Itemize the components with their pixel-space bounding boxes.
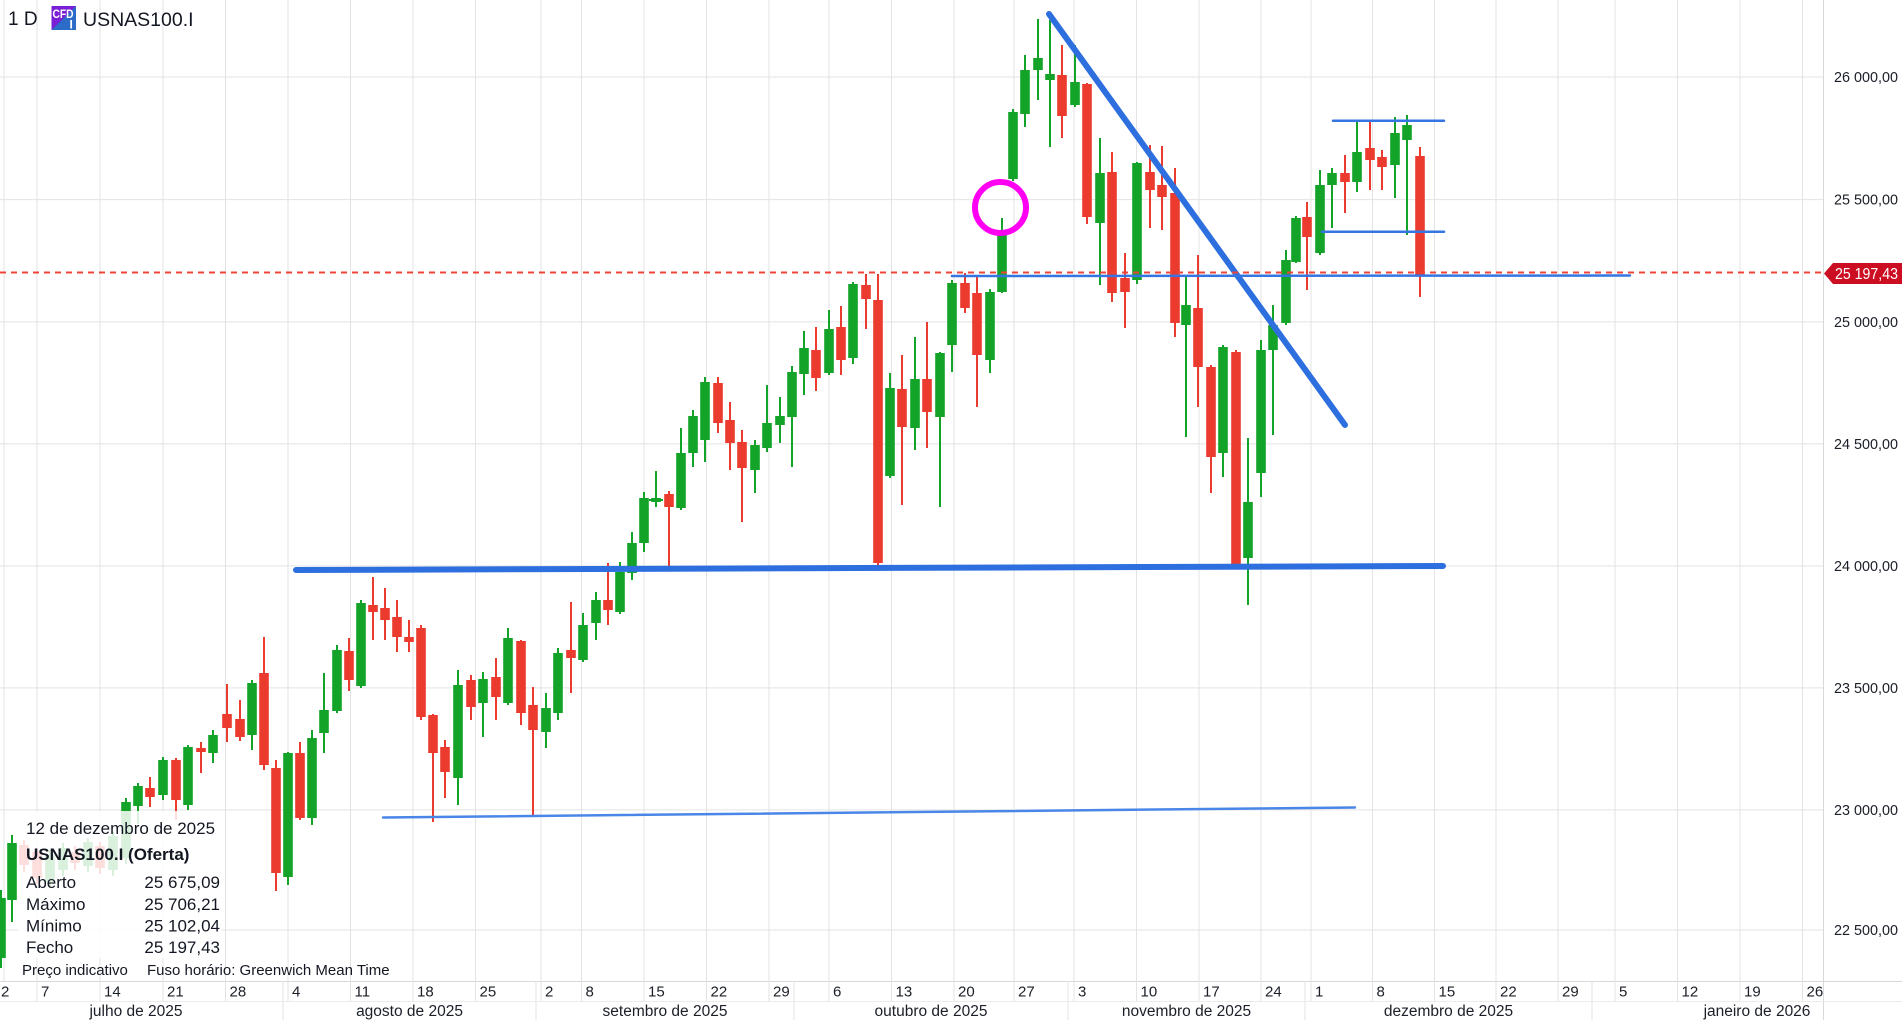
svg-text:22 500,00: 22 500,00 [1834,922,1898,939]
svg-text:26 000,00: 26 000,00 [1834,69,1898,86]
svg-text:24 000,00: 24 000,00 [1834,558,1898,575]
svg-text:13: 13 [896,984,913,1001]
svg-text:15: 15 [648,984,665,1001]
svg-text:Máximo: Máximo [26,895,86,914]
svg-text:25 102,04: 25 102,04 [144,917,220,936]
svg-text:1 D: 1 D [8,9,38,30]
svg-text:25: 25 [480,984,497,1001]
svg-text:Mínimo: Mínimo [26,917,82,936]
svg-text:18: 18 [417,984,434,1001]
svg-text:Fecho: Fecho [26,938,73,957]
svg-text:Preço indicativo: Preço indicativo [22,962,128,979]
svg-text:2: 2 [1,984,9,1001]
svg-text:2: 2 [545,984,553,1001]
svg-text:7: 7 [41,984,49,1001]
svg-text:12: 12 [1682,984,1699,1001]
svg-text:3: 3 [1078,984,1086,1001]
svg-text:27: 27 [1018,984,1035,1001]
svg-text:4: 4 [292,984,300,1001]
svg-text:outubro de 2025: outubro de 2025 [875,1003,988,1020]
svg-text:agosto de 2025: agosto de 2025 [356,1003,463,1020]
svg-text:setembro de 2025: setembro de 2025 [603,1003,728,1020]
svg-text:1: 1 [1315,984,1323,1001]
svg-text:11: 11 [355,984,371,1001]
svg-text:21: 21 [167,984,184,1001]
svg-text:22: 22 [1500,984,1517,1001]
svg-text:6: 6 [833,984,841,1001]
svg-text:dezembro de 2025: dezembro de 2025 [1384,1003,1513,1020]
svg-text:23 500,00: 23 500,00 [1834,680,1898,697]
svg-text:USNAS100.I: USNAS100.I [83,9,194,31]
svg-text:22: 22 [711,984,728,1001]
svg-text:CFD: CFD [53,7,74,21]
svg-text:8: 8 [1377,984,1385,1001]
svg-text:23 000,00: 23 000,00 [1834,802,1898,819]
svg-text:29: 29 [773,984,790,1001]
svg-text:25 675,09: 25 675,09 [144,873,220,892]
svg-text:25 197,43: 25 197,43 [1835,266,1898,283]
svg-text:Fuso horário: Greenwich Mean T: Fuso horário: Greenwich Mean Time [147,962,390,979]
svg-text:25 706,21: 25 706,21 [144,895,220,914]
svg-text:24 500,00: 24 500,00 [1834,436,1898,453]
svg-text:26: 26 [1807,984,1824,1001]
svg-text:Aberto: Aberto [26,873,76,892]
svg-text:8: 8 [586,984,594,1001]
svg-text:14: 14 [104,984,121,1001]
svg-text:5: 5 [1619,984,1627,1001]
svg-text:novembro de 2025: novembro de 2025 [1122,1003,1251,1020]
svg-text:10: 10 [1141,984,1158,1001]
svg-text:28: 28 [230,984,247,1001]
svg-text:julho de 2025: julho de 2025 [88,1003,182,1020]
svg-text:25 000,00: 25 000,00 [1834,314,1898,331]
svg-text:24: 24 [1265,984,1282,1001]
svg-text:12 de dezembro de 2025: 12 de dezembro de 2025 [26,819,215,838]
svg-text:17: 17 [1203,984,1220,1001]
svg-text:25 197,43: 25 197,43 [144,938,220,957]
svg-text:USNAS100.I (Oferta): USNAS100.I (Oferta) [26,845,189,864]
svg-text:janeiro de 2026: janeiro de 2026 [1703,1003,1811,1020]
svg-text:29: 29 [1562,984,1579,1001]
svg-text:I: I [70,18,73,32]
svg-text:25 500,00: 25 500,00 [1834,192,1898,209]
svg-text:20: 20 [958,984,975,1001]
svg-text:15: 15 [1439,984,1456,1001]
svg-text:19: 19 [1744,984,1761,1001]
